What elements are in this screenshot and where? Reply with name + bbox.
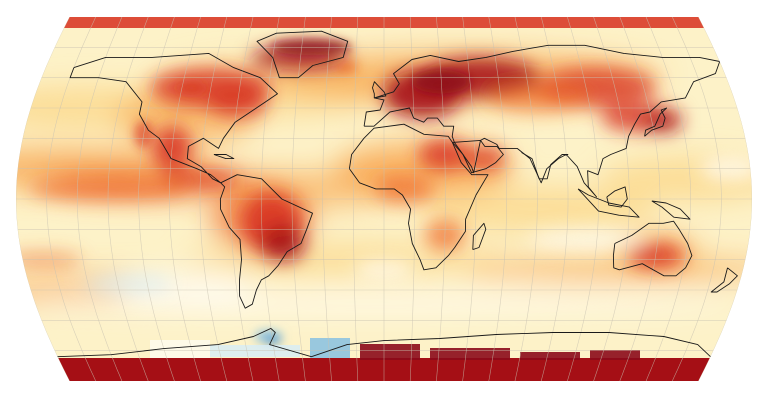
south-pacific-cool xyxy=(82,273,173,294)
antarctic-dark-patch xyxy=(430,348,510,360)
madagascar-coast xyxy=(472,222,487,251)
greenland-coast xyxy=(256,30,349,79)
indonesia-coast xyxy=(577,188,640,218)
india-coast xyxy=(521,152,569,180)
central-asia-warm xyxy=(489,83,590,112)
africa-coast xyxy=(348,123,489,271)
borneo-coast xyxy=(606,186,628,208)
new-guinea-coast xyxy=(651,200,691,220)
hudson-hot xyxy=(177,81,206,94)
japan-coast xyxy=(644,107,668,137)
antarctic-dark-patch xyxy=(360,344,420,360)
cuba-coast xyxy=(213,154,235,160)
coastlines xyxy=(57,30,738,358)
indian-ocean-pale xyxy=(526,229,647,250)
antarctica-coast xyxy=(57,327,711,358)
iceland-warm xyxy=(334,61,359,74)
uk-coast xyxy=(372,81,387,99)
west-africa-warm xyxy=(374,174,435,203)
new-zealand-coast xyxy=(710,267,738,293)
brazil-dark xyxy=(260,225,305,262)
antarctic-pale-patch xyxy=(310,338,350,358)
antarctic-dark-patch xyxy=(520,352,580,360)
north-america-coast xyxy=(69,52,278,184)
eurasia-coast xyxy=(363,44,721,198)
antarctic-dark-patch xyxy=(590,350,640,360)
south-america-coast xyxy=(219,174,313,309)
australia-coast xyxy=(612,220,693,277)
arabia-coast xyxy=(452,139,504,174)
